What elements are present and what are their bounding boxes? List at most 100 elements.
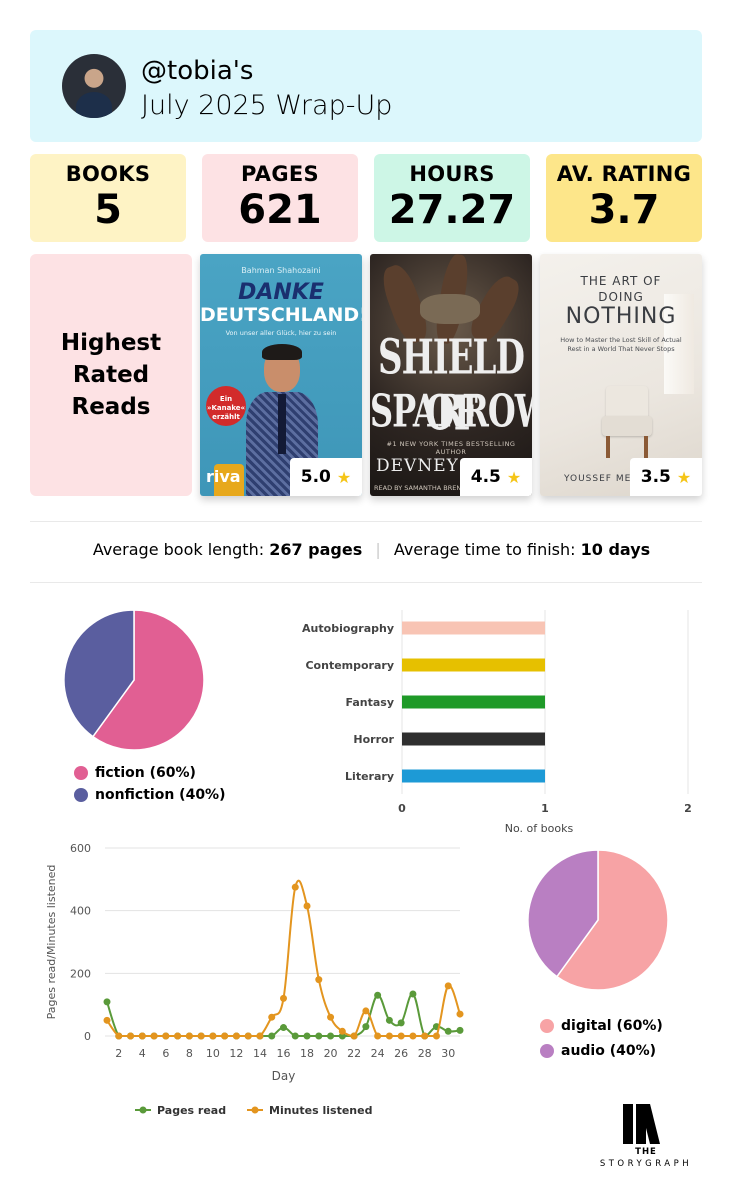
stat-pages: PAGES 621 <box>202 154 358 242</box>
legend-swatch <box>74 788 88 802</box>
x-tick-label: 2 <box>115 1047 122 1060</box>
pie-slice[interactable] <box>527 849 599 978</box>
pie-slice[interactable] <box>63 609 135 738</box>
x-tick-label: 8 <box>186 1047 193 1060</box>
data-point[interactable] <box>138 1032 146 1040</box>
x-tick-label: 18 <box>300 1047 314 1060</box>
bar[interactable] <box>402 621 545 635</box>
data-point[interactable] <box>256 1032 264 1040</box>
data-point[interactable] <box>421 1032 429 1040</box>
x-tick-label: 30 <box>441 1047 455 1060</box>
bar[interactable] <box>402 769 545 783</box>
bar[interactable] <box>402 695 545 709</box>
data-point[interactable] <box>444 1027 452 1035</box>
data-point[interactable] <box>221 1032 229 1040</box>
data-point[interactable] <box>327 1013 335 1021</box>
book-cover-shield-of-sparrows[interactable]: SHIELD OF SPARROWS #1 NEW YORK TIMES BES… <box>370 254 532 496</box>
data-point[interactable] <box>444 982 452 990</box>
avg-time-value: 10 days <box>580 540 651 559</box>
x-tick-label: 6 <box>162 1047 169 1060</box>
rating-badge: 4.5 ★ <box>460 458 532 496</box>
storygraph-logo[interactable]: THE STORYGRAPH <box>590 1104 702 1169</box>
data-point[interactable] <box>315 976 323 984</box>
cover-narrator: READ BY SAMANTHA BRENTMOOR <box>374 484 486 492</box>
data-point[interactable] <box>385 1032 393 1040</box>
data-point[interactable] <box>303 902 311 910</box>
rating-value: 3.5 <box>640 467 671 487</box>
star-icon: ★ <box>676 467 692 487</box>
data-point[interactable] <box>432 1032 440 1040</box>
data-point[interactable] <box>303 1032 311 1040</box>
data-point[interactable] <box>209 1032 217 1040</box>
legend-swatch <box>74 766 88 780</box>
data-point[interactable] <box>397 1032 405 1040</box>
data-point[interactable] <box>174 1032 182 1040</box>
data-point[interactable] <box>280 994 287 1002</box>
pie-slice[interactable] <box>555 849 669 991</box>
data-point[interactable] <box>127 1032 135 1040</box>
data-point[interactable] <box>244 1032 252 1040</box>
data-point[interactable] <box>409 1032 417 1040</box>
cover-title: NOTHING <box>565 304 677 329</box>
x-tick-label: 10 <box>206 1047 220 1060</box>
stat-value: 621 <box>238 187 322 233</box>
data-point[interactable] <box>280 1024 287 1032</box>
data-point[interactable] <box>185 1032 193 1040</box>
data-point[interactable] <box>362 1007 370 1015</box>
book-cover-art-of-doing-nothing[interactable]: THE ART OF DOING NOTHING How to Master t… <box>540 254 702 496</box>
rating-badge: 5.0 ★ <box>290 458 362 496</box>
bar[interactable] <box>402 732 545 746</box>
divider <box>30 582 702 583</box>
legend-swatch <box>540 1044 554 1058</box>
data-point[interactable] <box>409 990 417 998</box>
data-point[interactable] <box>268 1032 276 1040</box>
data-point[interactable] <box>385 1016 393 1024</box>
data-point[interactable] <box>338 1027 346 1035</box>
data-point[interactable] <box>268 1013 276 1021</box>
stat-value: 27.27 <box>388 187 516 233</box>
data-point[interactable] <box>362 1023 370 1031</box>
x-axis-label: Day <box>272 1069 296 1083</box>
data-point[interactable] <box>232 1032 240 1040</box>
category-label: Contemporary <box>305 659 394 672</box>
logo-text: STORYGRAPH <box>599 1159 693 1169</box>
data-point[interactable] <box>103 998 111 1006</box>
stat-value: 5 <box>94 187 122 233</box>
cover-title: DEUTSCHLAND! <box>200 304 362 326</box>
data-point[interactable] <box>291 883 299 891</box>
data-point[interactable] <box>350 1032 358 1040</box>
stat-books: BOOKS 5 <box>30 154 186 242</box>
avatar[interactable] <box>62 54 126 118</box>
data-point[interactable] <box>374 1032 382 1040</box>
bar[interactable] <box>402 658 545 672</box>
data-point[interactable] <box>162 1032 170 1040</box>
data-point[interactable] <box>197 1032 205 1040</box>
data-point[interactable] <box>374 991 382 999</box>
data-point[interactable] <box>103 1016 111 1024</box>
logo-text: THE <box>635 1147 657 1157</box>
x-tick-label: 1 <box>541 802 549 815</box>
cover-title: THE ART OF <box>580 274 662 288</box>
cover-illustration <box>664 294 694 394</box>
legend-item: nonfiction (40%) <box>74 787 225 803</box>
rating-badge: 3.5 ★ <box>630 458 702 496</box>
data-point[interactable] <box>150 1032 158 1040</box>
data-point[interactable] <box>315 1032 323 1040</box>
cover-subtitle: How to Master the Lost Skill of Actual R… <box>560 336 682 353</box>
cover-title: DANKE <box>238 280 324 305</box>
category-label: Fantasy <box>345 696 394 709</box>
data-point[interactable] <box>456 1026 464 1034</box>
data-point[interactable] <box>291 1032 299 1040</box>
data-point[interactable] <box>327 1032 335 1040</box>
data-point[interactable] <box>115 1032 123 1040</box>
stat-label: BOOKS <box>65 162 151 186</box>
cover-illustration <box>246 344 318 496</box>
y-tick-label: 200 <box>70 967 91 980</box>
data-point[interactable] <box>456 1010 464 1018</box>
pie-slice[interactable] <box>91 609 205 751</box>
legend-label: fiction (60%) <box>95 765 196 781</box>
book-cover-danke-deutschland[interactable]: Bahman Shahozaini DANKE DEUTSCHLAND! Von… <box>200 254 362 496</box>
legend-label: digital (60%) <box>561 1018 663 1034</box>
data-point[interactable] <box>397 1019 405 1027</box>
category-label: Horror <box>353 733 394 746</box>
